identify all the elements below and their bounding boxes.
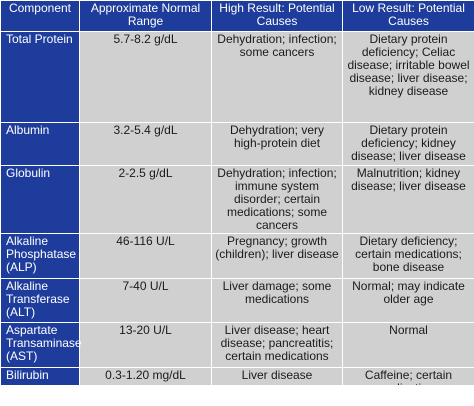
high-cause-cell: Liver damage; some medications — [211, 278, 343, 323]
table-row: Total Protein 5.7-8.2 g/dL Dehydration; … — [0, 31, 474, 123]
range-cell: 2-2.5 g/dL — [79, 165, 212, 234]
component-cell: Aspartate Transaminase (AST) — [0, 322, 82, 368]
low-cause-cell: Normal; may indicate older age — [342, 278, 474, 323]
header-range: Approximate Normal Range — [79, 0, 212, 32]
header-row: Component Approximate Normal Range High … — [0, 0, 474, 32]
high-cause-cell: Dehydration; infection; immune system di… — [211, 165, 343, 234]
range-cell: 5.7-8.2 g/dL — [79, 31, 212, 123]
range-cell: 46-116 U/L — [79, 233, 212, 279]
lab-results-table: Component Approximate Normal Range High … — [0, 0, 474, 385]
high-cause-cell: Liver disease; heart disease; pancreatit… — [211, 322, 343, 368]
high-cause-cell: Dehydration; infection; some cancers — [211, 31, 343, 123]
lab-results-table-container: Component Approximate Normal Range High … — [0, 0, 474, 385]
header-high: High Result: Potential Causes — [211, 0, 343, 32]
table-row: Bilirubin 0.3-1.20 mg/dL Liver disease C… — [0, 367, 474, 385]
range-cell: 3.2-5.4 g/dL — [79, 122, 212, 166]
component-cell: Albumin — [0, 122, 80, 166]
component-cell: Globulin — [0, 165, 80, 234]
range-cell: 7-40 U/L — [79, 278, 212, 323]
low-cause-cell: Dietary protein deficiency; Celiac disea… — [342, 31, 474, 123]
low-cause-cell: Dietary deficiency; certain medications;… — [342, 233, 474, 279]
table-row: Albumin 3.2-5.4 g/dL Dehydration; very h… — [0, 122, 474, 166]
low-cause-cell: Malnutrition; kidney disease; liver dise… — [342, 165, 474, 234]
low-cause-cell: Caffeine; certain medications — [342, 367, 474, 385]
header-low: Low Result: Potential Causes — [342, 0, 474, 32]
component-cell: Alkaline Phosphatase (ALP) — [0, 233, 80, 279]
table-row: Globulin 2-2.5 g/dL Dehydration; infecti… — [0, 165, 474, 234]
component-cell: Bilirubin — [0, 367, 80, 385]
header-component: Component — [0, 0, 80, 32]
low-cause-cell: Normal — [342, 322, 474, 368]
component-cell: Alkaline Transferase (ALT) — [0, 278, 80, 323]
range-cell: 13-20 U/L — [79, 322, 212, 368]
high-cause-cell: Dehydration; very high-protein diet — [211, 122, 343, 166]
table-row: Alkaline Phosphatase (ALP) 46-116 U/L Pr… — [0, 233, 474, 279]
table-row: Alkaline Transferase (ALT) 7-40 U/L Live… — [0, 278, 474, 323]
range-cell: 0.3-1.20 mg/dL — [79, 367, 212, 385]
table-row: Aspartate Transaminase (AST) 13-20 U/L L… — [0, 322, 474, 368]
component-cell: Total Protein — [0, 31, 80, 123]
high-cause-cell: Liver disease — [211, 367, 343, 385]
high-cause-cell: Pregnancy; growth (children); liver dise… — [211, 233, 343, 279]
low-cause-cell: Dietary protein deficiency; kidney disea… — [342, 122, 474, 166]
